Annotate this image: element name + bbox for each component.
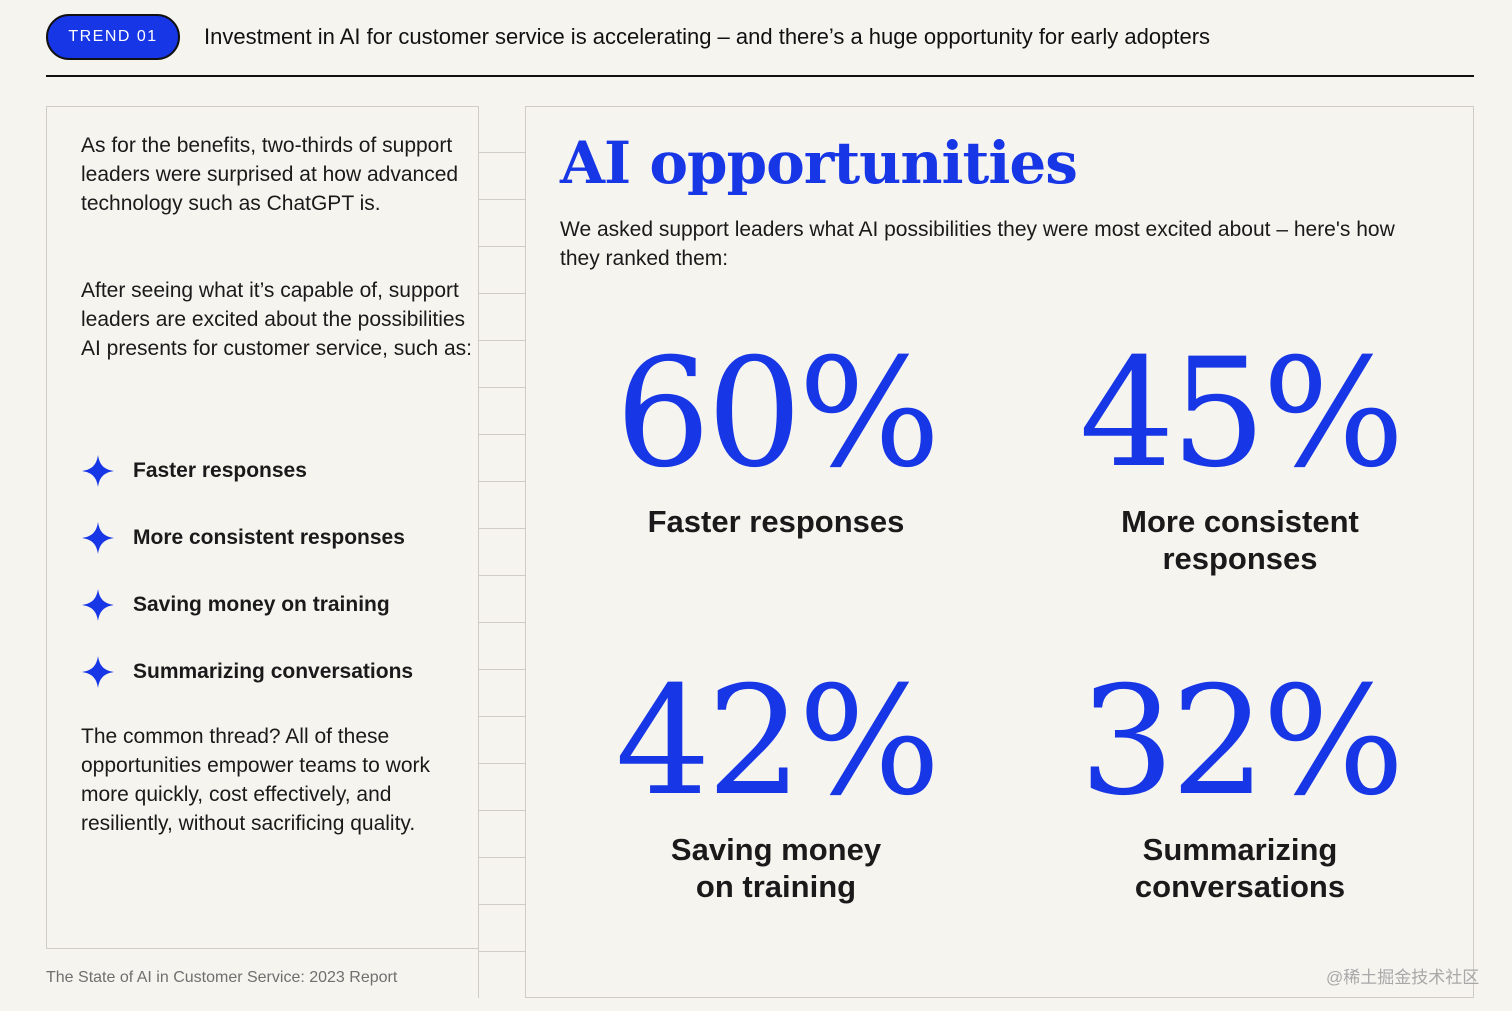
intro-paragraph: As for the benefits, two-thirds of suppo… [81,134,459,215]
stat-value: 32% [1079,655,1404,829]
stat-value: 42% [615,655,940,829]
stat-card: 45% More consistent responses [1020,339,1460,577]
stat-value: 45% [1079,327,1404,501]
list-item-label: Summarizing conversations [133,659,414,683]
list-item-label: Faster responses [133,458,307,482]
list-item: Summarizing conversations [81,638,461,705]
stat-label: Summarizing conversations [1134,832,1346,904]
header-divider [46,75,1474,77]
right-panel: AI opportunities We asked support leader… [526,106,1474,998]
header: TREND 01 Investment in AI for customer s… [46,14,1474,62]
stat-card: 32% Summarizing conversations [1020,667,1460,905]
stat-card: 60% Faster responses [556,339,996,540]
section-title: AI opportunities [560,129,1078,197]
list-item-label: Saving money on training [133,592,390,616]
headline: Investment in AI for customer service is… [204,24,1211,49]
list-item: Faster responses [81,437,461,504]
list-item: More consistent responses [81,504,461,571]
stat-value: 60% [615,327,940,501]
conclusion-paragraph: The common thread? All of these opportun… [81,725,430,835]
left-panel: As for the benefits, two-thirds of suppo… [46,106,478,949]
list-item-label: More consistent responses [133,525,405,549]
stat-label: Faster responses [647,504,905,539]
four-point-star-icon [82,454,114,487]
benefit-list: Faster responses More consistent respons… [81,437,461,705]
four-point-star-icon [82,588,114,621]
lead-paragraph: After seeing what it’s capable of, suppo… [81,279,472,360]
section-subtitle: We asked support leaders what AI possibi… [560,218,1395,270]
four-point-star-icon [82,655,114,688]
stat-label: More consistent responses [1121,504,1359,576]
four-point-star-icon [82,521,114,554]
list-item: Saving money on training [81,571,461,638]
stat-label: Saving money on training [670,832,882,904]
report-footer: The State of AI in Customer Service: 202… [46,969,398,986]
trend-badge: TREND 01 [46,14,180,60]
grid-divider [478,106,526,998]
watermark: @稀土掘金技术社区 [1326,968,1480,987]
stat-card: 42% Saving money on training [556,667,996,905]
